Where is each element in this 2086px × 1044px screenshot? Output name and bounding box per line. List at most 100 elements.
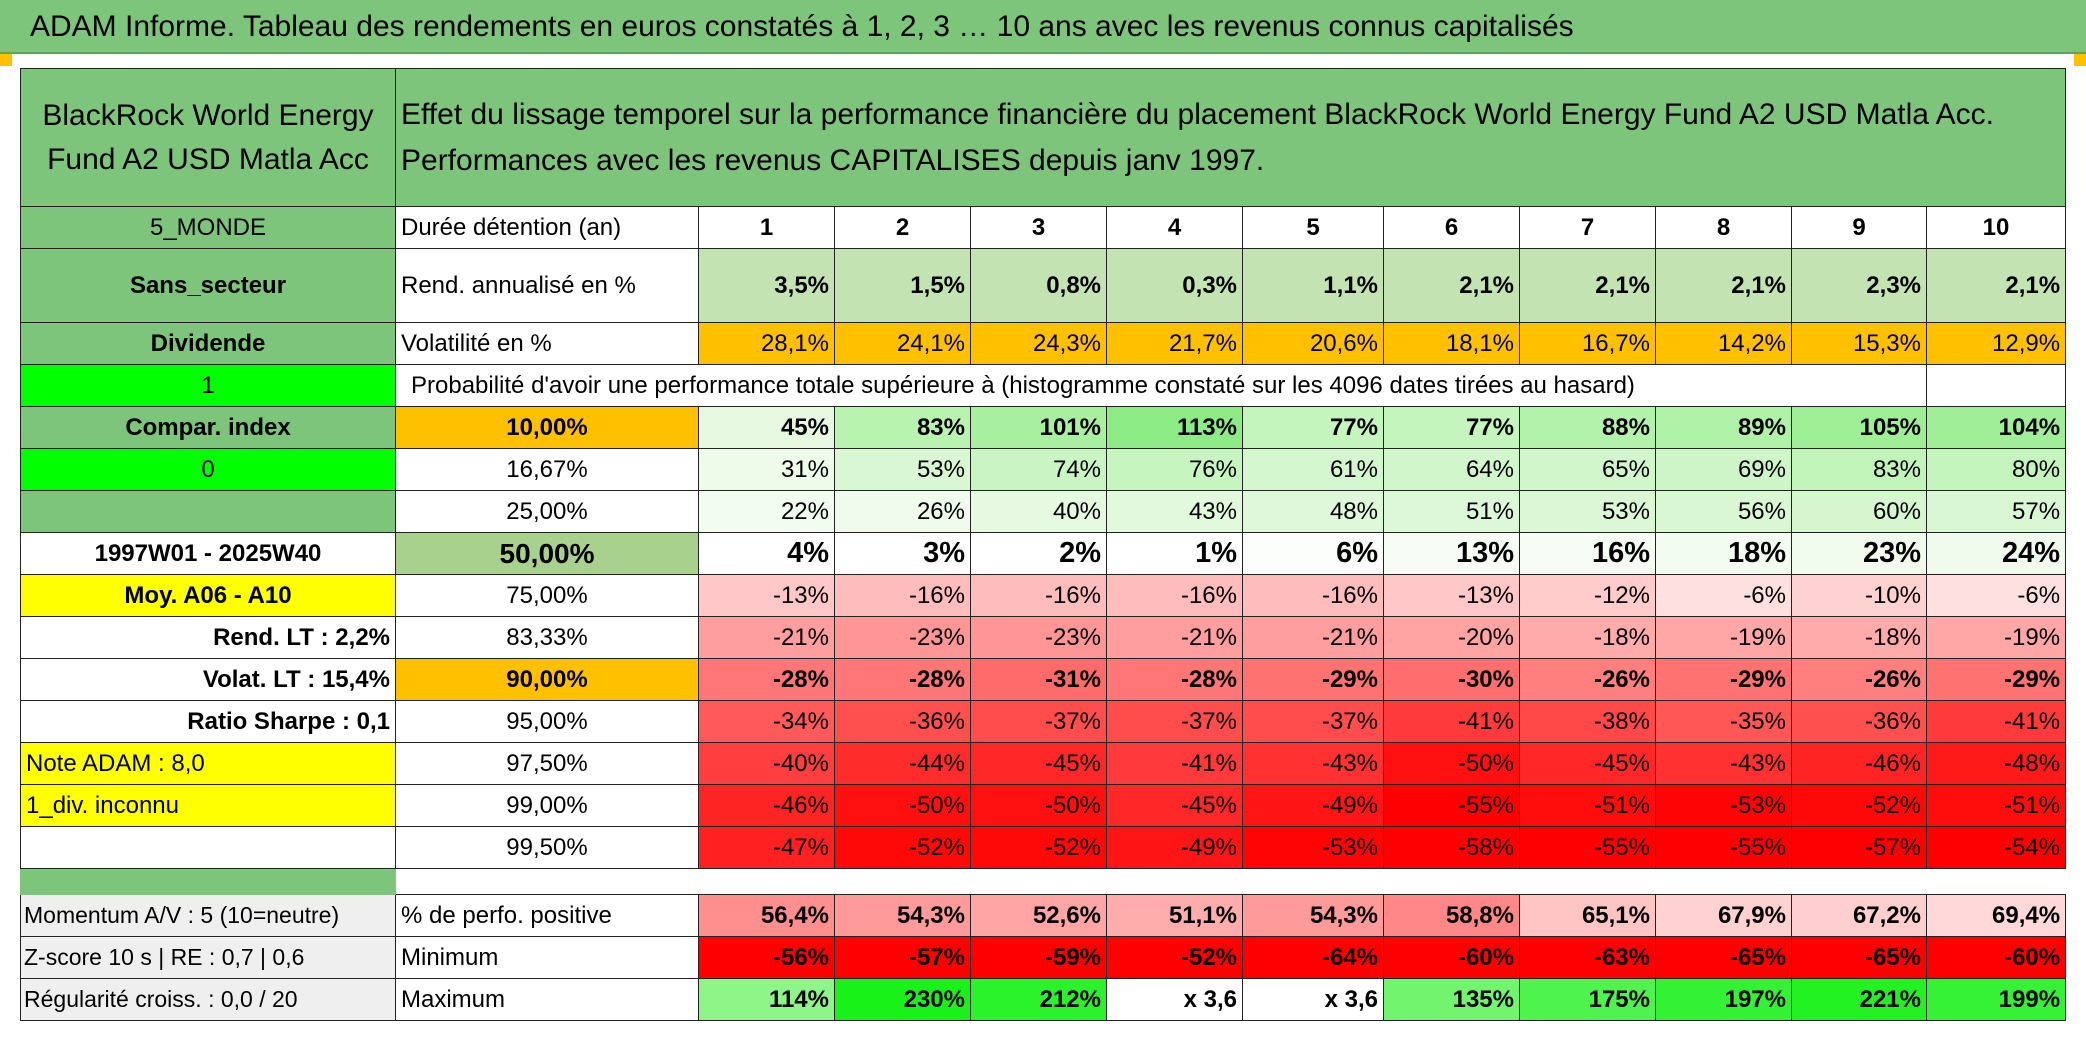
spacer-green [20, 868, 396, 895]
quantile-value: -45% [970, 742, 1107, 785]
minimum-value: -65% [1655, 936, 1792, 979]
annualized-return-value: 2,1% [1655, 248, 1792, 323]
quantile-value: 74% [970, 448, 1107, 491]
maximum-label: Maximum [395, 978, 699, 1021]
quantile-value: -29% [1655, 658, 1792, 701]
quantile-value: -51% [1925, 784, 2067, 827]
year-header: 5 [1242, 206, 1384, 249]
quantile-value: -41% [1383, 700, 1520, 743]
quantile-value: -10% [1791, 574, 1927, 617]
quantile-value: -16% [1106, 574, 1243, 617]
quantile-value: 56% [1655, 490, 1792, 533]
quantile-label: 83,33% [395, 616, 699, 659]
volatility-value: 18,1% [1383, 322, 1520, 365]
quantile-value: -55% [1383, 784, 1520, 827]
quantile-value: 83% [1791, 448, 1927, 491]
quantile-value: -50% [970, 784, 1107, 827]
quantile-value: -13% [1383, 574, 1520, 617]
annualized-return-row: Sans_secteur Rend. annualisé en % 3,5% 1,5%… [20, 248, 2067, 323]
year-header: 6 [1383, 206, 1520, 249]
quantile-value: 22% [698, 490, 835, 533]
quantile-value: -16% [1242, 574, 1384, 617]
minimum-left-label: Z-score 10 s | RE : 0,7 | 0,6 [20, 936, 396, 979]
volatility-value: 24,3% [970, 322, 1107, 365]
quantile-row: Moy. A06 - A10 75,00% -13% -16% -16% -16% -16%… [20, 574, 2067, 617]
description-cell: Effet du lissage temporel sur la perform… [394, 68, 2067, 207]
quantile-label: 99,00% [395, 784, 699, 827]
quantile-value: 1% [1106, 532, 1243, 575]
quantile-value: -21% [1106, 616, 1243, 659]
fund-name: BlackRock World Energy Fund A2 USD Matla… [42, 98, 374, 176]
quantile-value: 53% [1519, 490, 1656, 533]
empty-cell [1925, 364, 2067, 407]
blank-green [20, 490, 396, 533]
year-header: 1 [698, 206, 835, 249]
quantile-value: 4% [698, 532, 835, 575]
volatility-value: 24,1% [834, 322, 971, 365]
year-header: 2 [834, 206, 971, 249]
quantile-value: -50% [834, 784, 971, 827]
quantile-value: -26% [1519, 658, 1656, 701]
quantile-value: -50% [1383, 742, 1520, 785]
maximum-value: x 3,6 [1106, 978, 1243, 1021]
quantile-value: -43% [1242, 742, 1384, 785]
maximum-value: 230% [834, 978, 971, 1021]
volat-lt-label: Volat. LT : 15,4% [20, 658, 396, 701]
volatility-value: 28,1% [698, 322, 835, 365]
year-header: 4 [1106, 206, 1243, 249]
quantile-value: -29% [1925, 658, 2067, 701]
quantile-value: -28% [698, 658, 835, 701]
volatility-value: 14,2% [1655, 322, 1792, 365]
quantile-label: 10,00% [395, 406, 699, 449]
quantile-value: 40% [970, 490, 1107, 533]
quantile-value: 43% [1106, 490, 1243, 533]
quantile-value: 80% [1925, 448, 2067, 491]
maximum-value: 175% [1519, 978, 1656, 1021]
positive-perf-value: 54,3% [834, 894, 971, 937]
quantile-value: 64% [1383, 448, 1520, 491]
minimum-value: -60% [1383, 936, 1520, 979]
quantile-value: -16% [970, 574, 1107, 617]
quantile-value: -41% [1925, 700, 2067, 743]
quantile-value: 65% [1519, 448, 1656, 491]
corner-marker-left [0, 54, 12, 66]
positive-perf-value: 67,2% [1791, 894, 1927, 937]
quantile-label: 90,00% [395, 658, 699, 701]
description-line-2: Performances avec les revenus CAPITALISE… [401, 143, 1265, 177]
quantile-value: -37% [1242, 700, 1384, 743]
quantile-value: 26% [834, 490, 971, 533]
quantile-value: 16% [1519, 532, 1656, 575]
positive-perf-left-label: Momentum A/V : 5 (10=neutre) [20, 894, 396, 937]
annualized-return-value: 1,1% [1242, 248, 1384, 323]
report-title: ADAM Informe. Tableau des rendements en … [0, 0, 2086, 54]
quantile-value: -36% [1791, 700, 1927, 743]
quantile-label: 95,00% [395, 700, 699, 743]
quantile-value: -37% [970, 700, 1107, 743]
volatility-value: 16,7% [1519, 322, 1656, 365]
maximum-row: Régularité croiss. : 0,0 / 20 Maximum 114%… [20, 978, 2067, 1021]
quantile-value: -55% [1655, 826, 1792, 869]
quantile-value: 23% [1791, 532, 1927, 575]
header-row: 5_MONDE Durée détention (an) 1 2 3 4 5 6 7 8 9 10 [20, 206, 2067, 249]
quantile-value: -43% [1655, 742, 1792, 785]
maximum-value: 221% [1791, 978, 1927, 1021]
fund-name-cell: BlackRock World Energy Fund A2 USD Matla… [20, 68, 396, 207]
quantile-value: -20% [1383, 616, 1520, 659]
minimum-value: -52% [1106, 936, 1243, 979]
positive-perf-value: 52,6% [970, 894, 1107, 937]
quantile-value: -54% [1925, 826, 2067, 869]
minimum-label: Minimum [395, 936, 699, 979]
annualized-return-value: 2,1% [1519, 248, 1656, 323]
year-header: 10 [1925, 206, 2067, 249]
quantile-value: -18% [1791, 616, 1927, 659]
quantile-value: -29% [1242, 658, 1384, 701]
blank-cell [20, 826, 396, 869]
annualized-return-value: 2,3% [1791, 248, 1927, 323]
quantile-value: 3% [834, 532, 971, 575]
maximum-value: 135% [1383, 978, 1520, 1021]
quantile-value: -44% [834, 742, 971, 785]
annualized-return-value: 1,5% [834, 248, 971, 323]
quantile-value: -26% [1791, 658, 1927, 701]
quantile-value: 113% [1106, 406, 1243, 449]
quantile-value: -46% [698, 784, 835, 827]
